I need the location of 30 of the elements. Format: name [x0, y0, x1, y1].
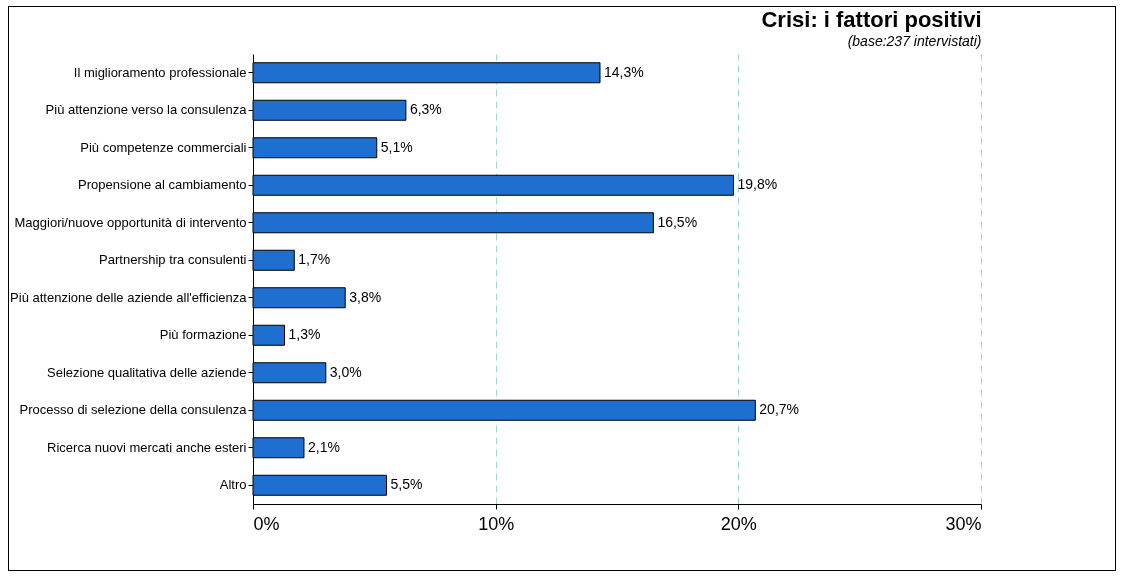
x-tick-label: 0%: [253, 513, 280, 534]
data-label: 3,8%: [349, 288, 382, 305]
x-tick-label: 20%: [720, 513, 757, 534]
data-label: 5,5%: [390, 476, 423, 493]
data-label: 20,7%: [759, 401, 800, 418]
y-tick-label: Altro: [219, 477, 247, 493]
data-label: 3,0%: [329, 363, 362, 380]
x-tick-label: 10%: [478, 513, 515, 534]
y-tick-label: Processo di selezione della consulenza: [19, 402, 248, 418]
y-tick-label: Propensione al cambiamento: [78, 177, 247, 193]
y-tick-label: Il miglioramento professionale: [73, 64, 247, 80]
y-tick-label: Maggiori/nuove opportunità di intervento: [14, 214, 247, 230]
data-label: 16,5%: [657, 213, 698, 230]
y-tick-label: Ricerca nuovi mercati anche esteri: [47, 439, 247, 455]
data-label: 19,8%: [737, 176, 778, 193]
y-tick-label: Più attenzione delle aziende all'efficienza: [10, 289, 248, 305]
data-label: 5,1%: [380, 138, 413, 155]
data-label: 1,3%: [288, 326, 321, 343]
y-tick-label: Più formazione: [159, 327, 247, 343]
data-label: 6,3%: [409, 101, 442, 118]
y-tick-label: Partnership tra consulenti: [99, 252, 247, 268]
data-label: 1,7%: [298, 251, 331, 268]
y-tick-label: Più competenze commerciali: [80, 139, 247, 155]
chart-subtitle: (base:237 intervistati): [847, 33, 982, 49]
data-label: 14,3%: [604, 63, 644, 80]
data-label: 2,1%: [307, 438, 340, 455]
chart-title: Crisi: i fattori positivi: [761, 7, 982, 32]
y-tick-label: Selezione qualitativa delle aziende: [47, 364, 247, 380]
y-tick-label: Più attenzione verso la consulenza: [45, 102, 248, 118]
x-tick-label: 30%: [945, 513, 982, 534]
